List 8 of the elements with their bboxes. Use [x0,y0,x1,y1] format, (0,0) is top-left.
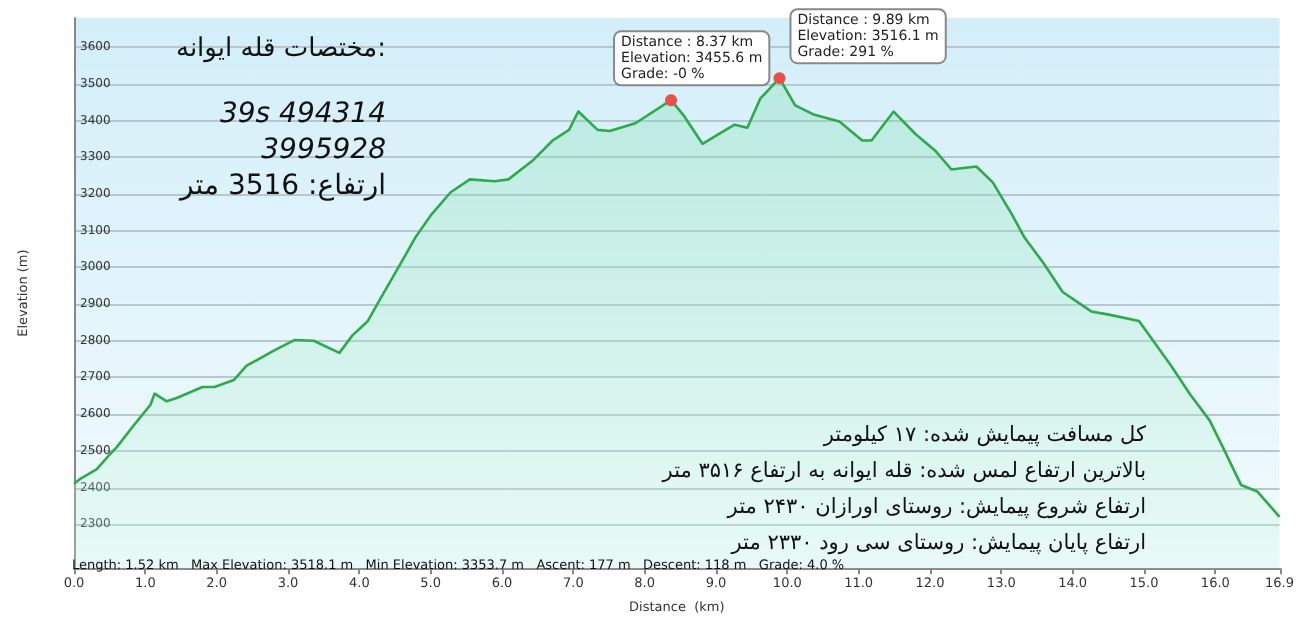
annotation: ارتفاع: 3516 متر [178,170,387,202]
annotation: بالاترین ارتفاع لمس شده: قله ایوانه به ارتفاع ۳۵۱۶ متر [660,459,1147,483]
annotation: 3995928 [261,134,387,166]
annotation: ارتفاع شروع پیمایش: روستای اورازان ۲۴۳۰ متر [725,495,1147,519]
annotation: کل مسافت پیمایش شده: ۱۷ کیلومتر [821,423,1147,447]
annotation: ارتفاع پایان پیمایش: روستای سی رود ۲۳۳۰ متر [729,531,1147,555]
annotation: 39s 494314 [220,98,387,130]
annotation: مختصات قله ایوانه: [175,34,387,64]
